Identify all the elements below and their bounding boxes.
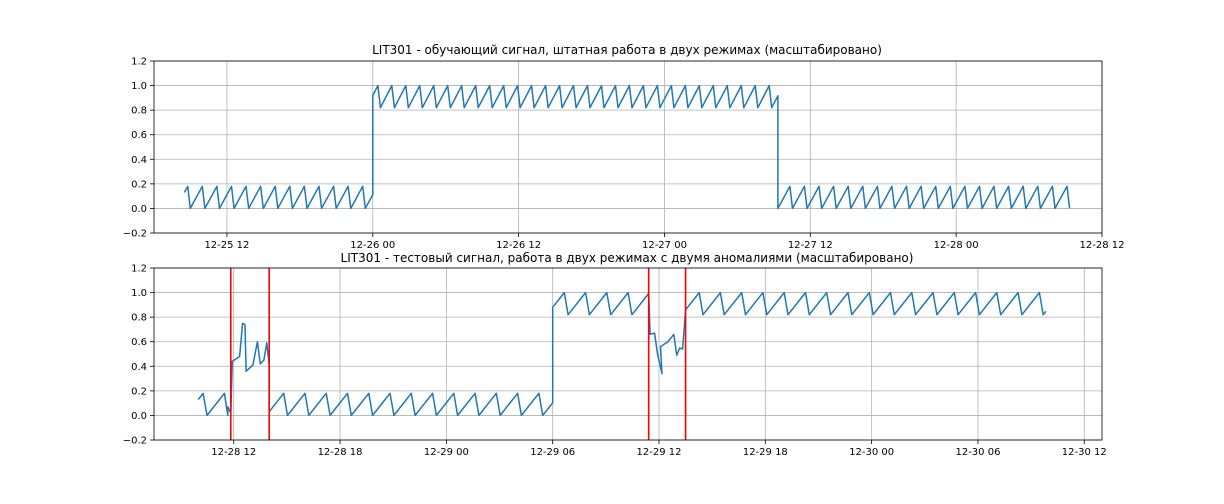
x-tick-label: 12-28 12 [1080,240,1125,251]
plot-frame [153,60,1103,234]
chart-test-signal: LIT301 - тестовый сигнал, работа в двух … [123,251,1107,458]
x-tick-label: 12-25 12 [204,240,249,251]
y-tick-label: 0.2 [131,179,147,190]
x-tick-label: 12-28 00 [934,240,979,251]
x-tick-label: 12-27 00 [642,240,687,251]
y-tick-label: −0.2 [123,229,147,240]
x-tick-label: 12-26 12 [496,240,541,251]
x-tick-label: 12-29 00 [424,447,469,458]
x-tick-label: 12-28 12 [211,447,256,458]
y-tick-label: 0.6 [131,130,147,141]
chart-training-signal: LIT301 - обучающий сигнал, штатная работ… [123,43,1125,251]
x-tick-label: 12-29 12 [637,447,682,458]
y-tick-label: 1.2 [131,57,147,68]
series-line [183,84,1071,210]
x-tick-label: 12-30 06 [955,447,1000,458]
x-tick-label: 12-26 00 [350,240,395,251]
x-tick-label: 12-27 12 [788,240,833,251]
x-tick-label: 12-30 12 [1062,447,1107,458]
y-tick-label: 1.0 [131,81,147,92]
x-tick-label: 12-29 06 [530,447,575,458]
y-tick-label: 0.0 [131,204,147,215]
y-tick-label: 0.8 [131,313,147,324]
x-tick-label: 12-28 18 [318,447,363,458]
plot-frame [153,267,1103,441]
chart-title: LIT301 - обучающий сигнал, штатная работ… [372,43,882,57]
x-tick-label: 12-29 18 [743,447,788,458]
y-tick-label: 0.2 [131,386,147,397]
y-tick-label: 0.4 [131,155,147,166]
y-tick-label: 0.6 [131,337,147,348]
y-tick-label: 1.2 [131,264,147,275]
y-tick-label: 0.8 [131,106,147,117]
chart-title: LIT301 - тестовый сигнал, работа в двух … [341,251,914,265]
x-tick-label: 12-30 00 [849,447,894,458]
y-tick-label: 0.0 [131,411,147,422]
y-tick-label: 0.4 [131,362,147,373]
series-line [197,291,1047,417]
y-tick-label: 1.0 [131,288,147,299]
y-tick-label: −0.2 [123,436,147,447]
